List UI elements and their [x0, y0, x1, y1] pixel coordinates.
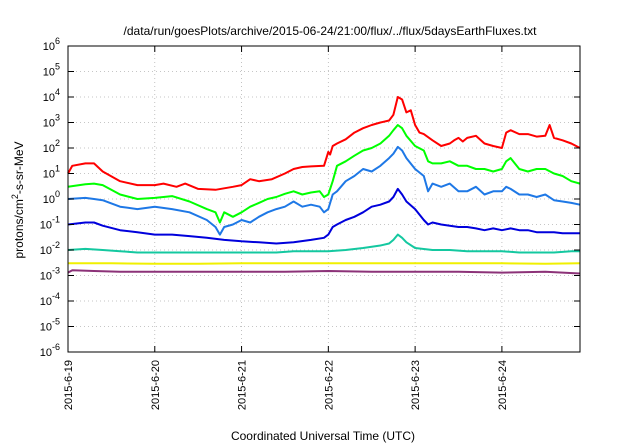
y-tick-label: 104	[43, 87, 60, 104]
y-tick-label: 106	[43, 36, 60, 53]
y-tick-label: 10-5	[40, 317, 60, 334]
x-tick-label: 2015-6-24	[497, 360, 509, 410]
x-tick-label: 2015-6-20	[150, 360, 162, 410]
y-axis-label-prefix: protons/cm	[12, 199, 26, 258]
y-tick-label: 10-2	[40, 240, 60, 257]
series-line	[67, 233, 580, 254]
grid	[68, 46, 580, 352]
y-tick-label: 10-3	[40, 266, 60, 283]
series-line	[67, 124, 581, 224]
series-line	[67, 96, 581, 191]
y-tick-label: 101	[43, 164, 60, 181]
y-tick-label: 103	[43, 113, 60, 130]
y-axis-label-sup: 2	[10, 194, 20, 199]
x-tick-label: 2015-6-21	[237, 360, 249, 410]
y-tick-label: 10-6	[40, 342, 60, 359]
y-axis-label-suffix: -s-sr-MeV	[12, 141, 26, 194]
x-tick-label: 2015-6-22	[323, 360, 335, 410]
y-tick-label: 102	[43, 138, 60, 155]
y-ticks: 10-6 10-5 10-4 10-3 10-2 10-1 100 101 102 103 104 1…	[40, 36, 580, 359]
series-line	[67, 187, 580, 245]
x-ticks: 2015-6-19 2015-6-20 2015-6-21 2015-6-22 2015…	[63, 46, 509, 410]
x-tick-label: 2015-6-19	[63, 360, 75, 410]
y-axis-label: protons/cm2-s-sr-MeV	[10, 141, 26, 258]
series-layer	[67, 96, 581, 275]
y-tick-label: 105	[43, 62, 60, 79]
chart-title: /data/run/goesPlots/archive/2015-06-24/2…	[124, 24, 538, 38]
y-tick-label: 10-1	[40, 215, 60, 232]
plot-frame	[67, 45, 581, 353]
x-tick-label: 2015-6-23	[410, 360, 422, 410]
y-tick-label: 100	[43, 189, 60, 206]
y-tick-label: 10-4	[40, 291, 60, 308]
x-axis-label: Coordinated Universal Time (UTC)	[231, 429, 415, 443]
series-line	[67, 145, 581, 236]
series-line	[67, 269, 581, 275]
